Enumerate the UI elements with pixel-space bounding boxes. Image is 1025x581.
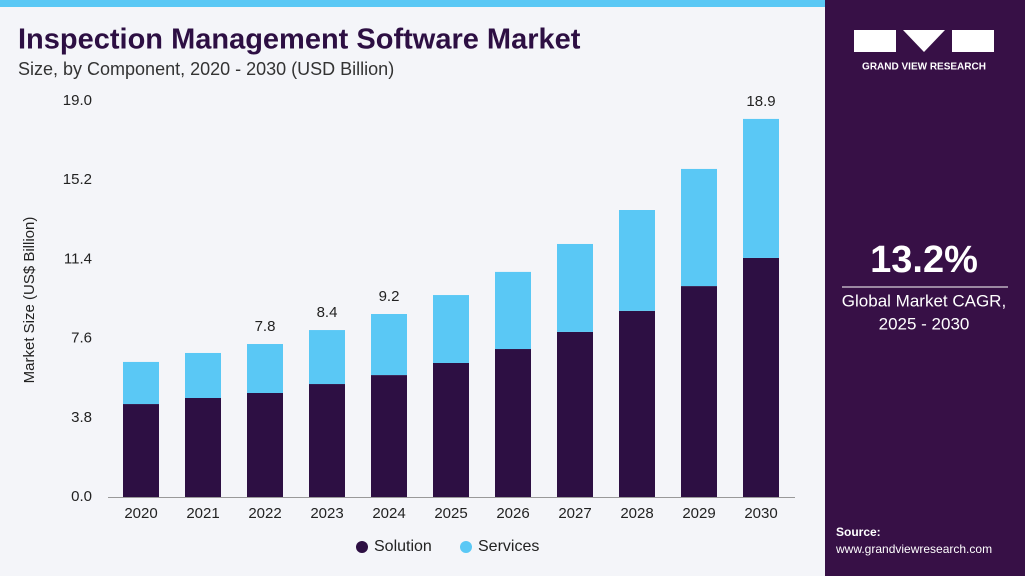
brand: GRAND VIEW RESEARCH — [862, 62, 986, 73]
bar-segment — [681, 168, 717, 287]
chart-subtitle: Size, by Component, 2020 - 2030 (USD Bil… — [18, 59, 394, 79]
y-axis-label: Market Size (US$ Billion) — [21, 217, 38, 384]
x-tick-label: 2024 — [372, 505, 405, 522]
legend-label: Services — [478, 538, 539, 555]
cagr-label: 2025 - 2030 — [879, 314, 970, 333]
logo-block — [854, 30, 896, 52]
legend-marker — [460, 541, 472, 553]
x-tick-label: 2030 — [744, 505, 777, 522]
bar-segment — [743, 118, 779, 258]
x-tick-label: 2022 — [248, 505, 281, 522]
legend-label: Solution — [374, 538, 432, 555]
x-tick-label: 2028 — [620, 505, 653, 522]
bar-segment — [619, 310, 655, 497]
logo-block — [952, 30, 994, 52]
cagr-label: Global Market CAGR, — [842, 291, 1006, 310]
bar-segment — [309, 384, 345, 497]
total-label: 8.4 — [317, 304, 338, 321]
bar-segment — [185, 398, 221, 497]
total-label: 9.2 — [379, 288, 400, 305]
x-tick-label: 2026 — [496, 505, 529, 522]
bar-segment — [247, 392, 283, 497]
y-tick-label: 11.4 — [64, 250, 92, 267]
bar-segment — [433, 295, 469, 363]
bar-segment — [495, 271, 531, 350]
bar-segment — [433, 362, 469, 497]
source-label: Source: — [836, 525, 881, 539]
top-strip — [0, 0, 825, 7]
logo — [854, 30, 994, 52]
x-tick-label: 2027 — [558, 505, 591, 522]
x-tick-label: 2025 — [434, 505, 467, 522]
cagr-value: 13.2% — [870, 239, 978, 281]
y-tick-label: 15.2 — [63, 171, 92, 188]
bar-segment — [619, 210, 655, 311]
total-label: 18.9 — [746, 93, 775, 110]
bar-segment — [681, 286, 717, 497]
y-tick-label: 19.0 — [63, 92, 92, 109]
source-url: www.grandviewresearch.com — [835, 542, 992, 556]
bar-segment — [743, 257, 779, 497]
chart-title: Inspection Management Software Market — [18, 24, 581, 56]
side-panel — [825, 0, 1025, 576]
bar-segment — [247, 344, 283, 393]
logo-block — [903, 30, 945, 52]
bar-segment — [123, 361, 159, 405]
legend-marker — [356, 541, 368, 553]
bar-segment — [557, 243, 593, 332]
y-tick-label: 3.8 — [71, 409, 92, 426]
bar-segment — [371, 375, 407, 497]
bar-segment — [123, 404, 159, 497]
bar-segment — [185, 352, 221, 398]
bar-segment — [557, 331, 593, 497]
x-tick-label: 2023 — [310, 505, 343, 522]
total-label: 7.8 — [255, 318, 276, 335]
bar-segment — [309, 330, 345, 385]
x-tick-label: 2021 — [186, 505, 219, 522]
bar-segment — [371, 314, 407, 376]
bar-segment — [495, 349, 531, 497]
y-tick-label: 0.0 — [71, 488, 92, 505]
x-tick-label: 2029 — [682, 505, 715, 522]
x-tick-label: 2020 — [124, 505, 157, 522]
y-tick-label: 7.6 — [71, 330, 92, 347]
